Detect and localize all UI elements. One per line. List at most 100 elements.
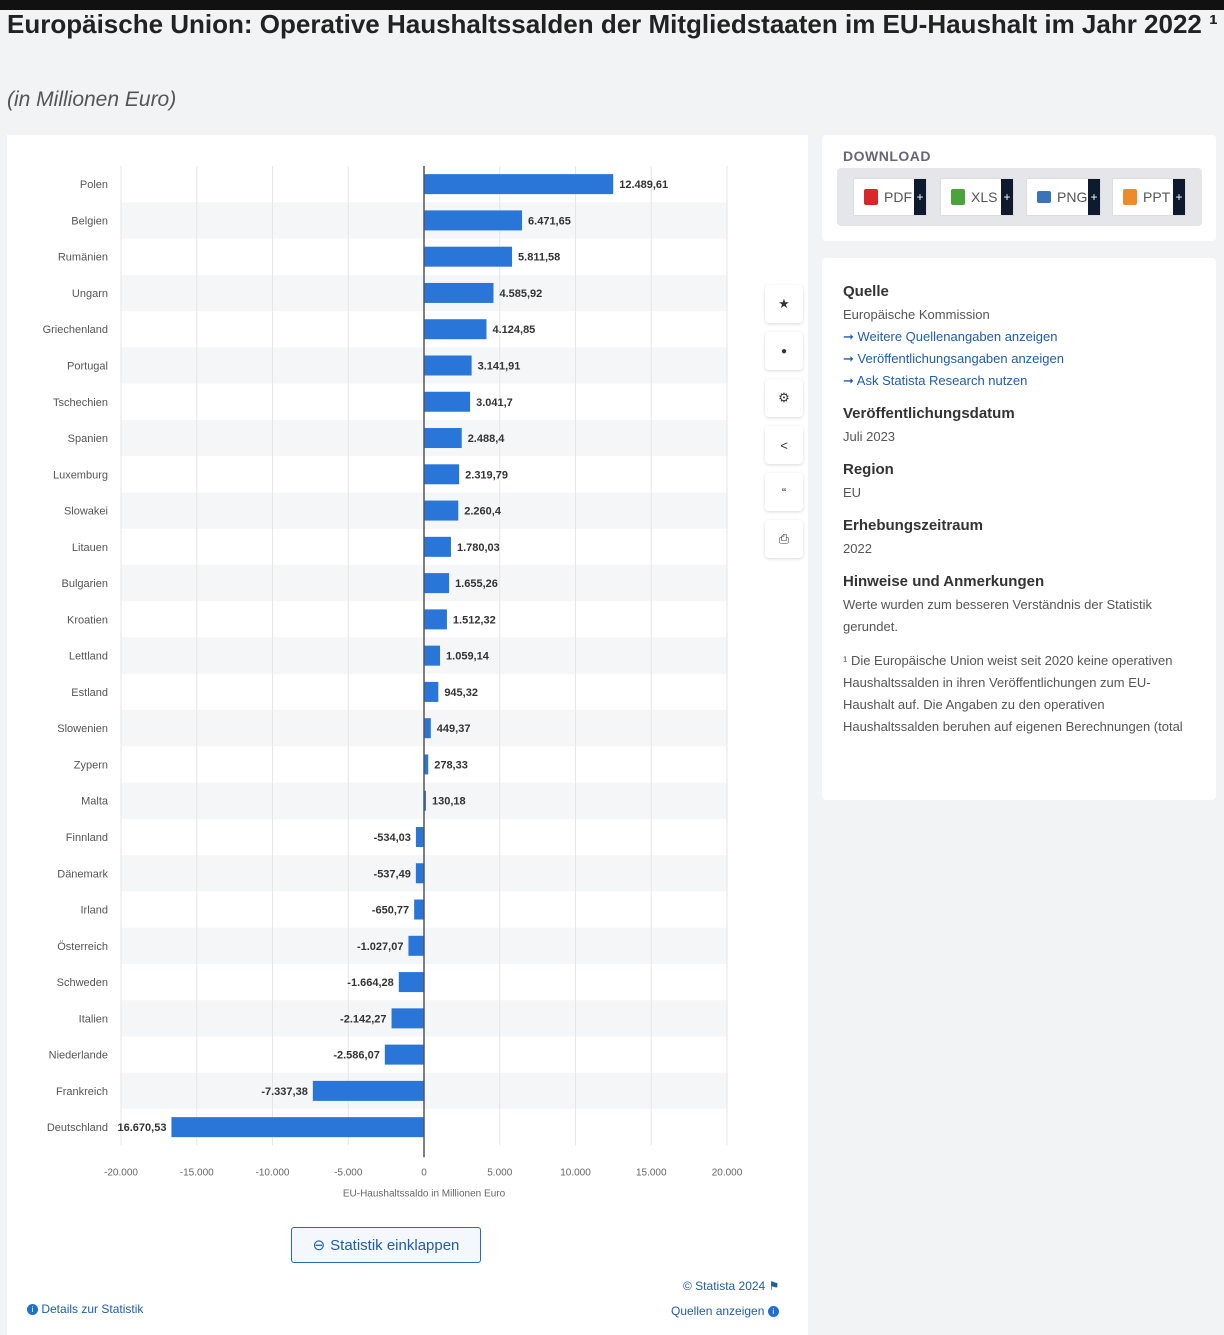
chart-card: Polen 12.489,61 Belgien 6.471,65 Rumänien 5.8… [7,135,808,1335]
bar [171,1117,424,1138]
download-xls-button[interactable]: XLS + [940,178,1014,216]
data-label: 12.489,61 [619,179,668,191]
data-label: 4.124,85 [492,324,535,336]
category-label: Rumänien [58,252,108,264]
bar [424,609,447,630]
x-tick-label: 5.000 [487,1167,512,1178]
collapse-statistic-button[interactable]: ⊖ Statistik einklappen [291,1227,481,1263]
bar [415,863,424,884]
format-label: PPT [1143,189,1171,205]
category-label: Belgien [71,215,108,227]
bar [424,790,426,811]
category-label: Deutschland [47,1122,108,1134]
download-bar: PDF + XLS + PNG + PPT + [837,168,1202,226]
sources-link[interactable]: Quellen anzeigen i [671,1304,779,1318]
category-label: Spanien [68,433,108,445]
category-label: Polen [80,179,108,191]
page-title: Europäische Union: Operative Haushaltssa… [7,9,1218,39]
bar [424,718,431,739]
copyright-text: © Statista 2024 [683,1279,766,1293]
data-label: -650,77 [372,905,409,917]
ask-research-link[interactable]: ➞ Ask Statista Research nutzen [843,373,1028,388]
x-axis-title: EU-Haushaltssaldo in Millionen Euro [343,1188,506,1199]
favorite-button[interactable]: ★ [765,285,803,323]
category-label: Finnland [66,832,108,844]
data-label: 1.059,14 [446,651,490,663]
date-value: Juli 2023 [843,429,896,444]
plus-icon: + [1001,179,1013,215]
x-tick-label: -10.000 [256,1167,290,1178]
cite-button[interactable]: “ [765,473,803,511]
category-label: Slowakei [64,506,108,518]
x-tick-label: 15.000 [636,1167,667,1178]
bar [424,754,429,775]
x-tick-label: 0 [421,1167,427,1178]
category-label: Litauen [72,542,108,554]
bar [408,935,424,956]
bar [424,428,462,449]
bar [424,282,494,303]
bar [391,1008,424,1029]
png-icon [1037,191,1051,203]
category-label: Ungarn [72,288,108,300]
bar [424,391,471,412]
notes-heading: Hinweise und Anmerkungen [843,573,1045,590]
chart-toolbar: ★ ● ⚙ < “ ⎙ [765,285,803,567]
plus-icon: + [914,179,926,215]
bar [424,500,459,521]
category-label: Malta [81,796,109,808]
notification-button[interactable]: ● [765,332,803,370]
details-link[interactable]: i Details zur Statistik [27,1302,143,1316]
source-value: Europäische Kommission [843,307,990,322]
category-label: Slowenien [57,723,108,735]
category-label: Irland [80,905,108,917]
format-label: PNG [1057,189,1088,205]
bar [414,899,424,920]
footnote: ¹ Die Europäische Union weist seit 2020 … [843,653,1183,734]
more-sources-link[interactable]: ➞ Weitere Quellenangaben anzeigen [843,329,1058,344]
data-label: 2.488,4 [468,433,506,445]
bar [424,645,441,666]
collapse-label: Statistik einklappen [330,1236,460,1254]
sources-label: Quellen anzeigen [671,1304,765,1318]
data-label: -2.142,27 [340,1013,386,1025]
data-label: -537,49 [374,868,411,880]
category-label: Luxemburg [53,469,108,481]
x-tick-label: -15.000 [180,1167,214,1178]
download-png-button[interactable]: PNG + [1026,178,1101,216]
flag-icon: ⚑ [768,1279,780,1293]
bar [424,210,523,231]
data-label: -7.337,38 [261,1086,307,1098]
data-label: 1.512,32 [453,614,496,626]
data-label: 2.319,79 [465,469,508,481]
pdf-icon [864,189,878,205]
data-label: 130,18 [432,796,466,808]
settings-button[interactable]: ⚙ [765,379,803,417]
publication-info-link[interactable]: ➞ Veröffentlichungsangaben anzeigen [843,351,1064,366]
data-label: 16.670,53 [118,1122,167,1134]
data-label: 4.585,92 [499,288,542,300]
bar [424,319,487,340]
data-label: 1.780,03 [457,542,500,554]
region-heading: Region [843,461,894,478]
category-label: Estland [71,687,108,699]
ppt-icon [1123,189,1137,205]
category-label: Dänemark [57,868,108,880]
category-label: Zypern [74,759,108,771]
print-icon: ⎙ [778,531,790,546]
print-button[interactable]: ⎙ [765,520,803,558]
download-pdf-button[interactable]: PDF + [853,178,927,216]
copyright-link[interactable]: © Statista 2024 ⚑ [683,1279,779,1293]
category-label: Kroatien [67,614,108,626]
share-button[interactable]: < [765,426,803,464]
x-tick-label: 20.000 [712,1167,743,1178]
quote-icon: “ [781,484,787,500]
data-label: 1.655,26 [455,578,498,590]
x-tick-label: -5.000 [334,1167,363,1178]
x-tick-label: 10.000 [560,1167,591,1178]
category-label: Italien [79,1013,108,1025]
bar [424,464,460,485]
download-title: DOWNLOAD [843,148,931,164]
download-ppt-button[interactable]: PPT + [1112,178,1186,216]
info-icon: i [767,1306,779,1318]
